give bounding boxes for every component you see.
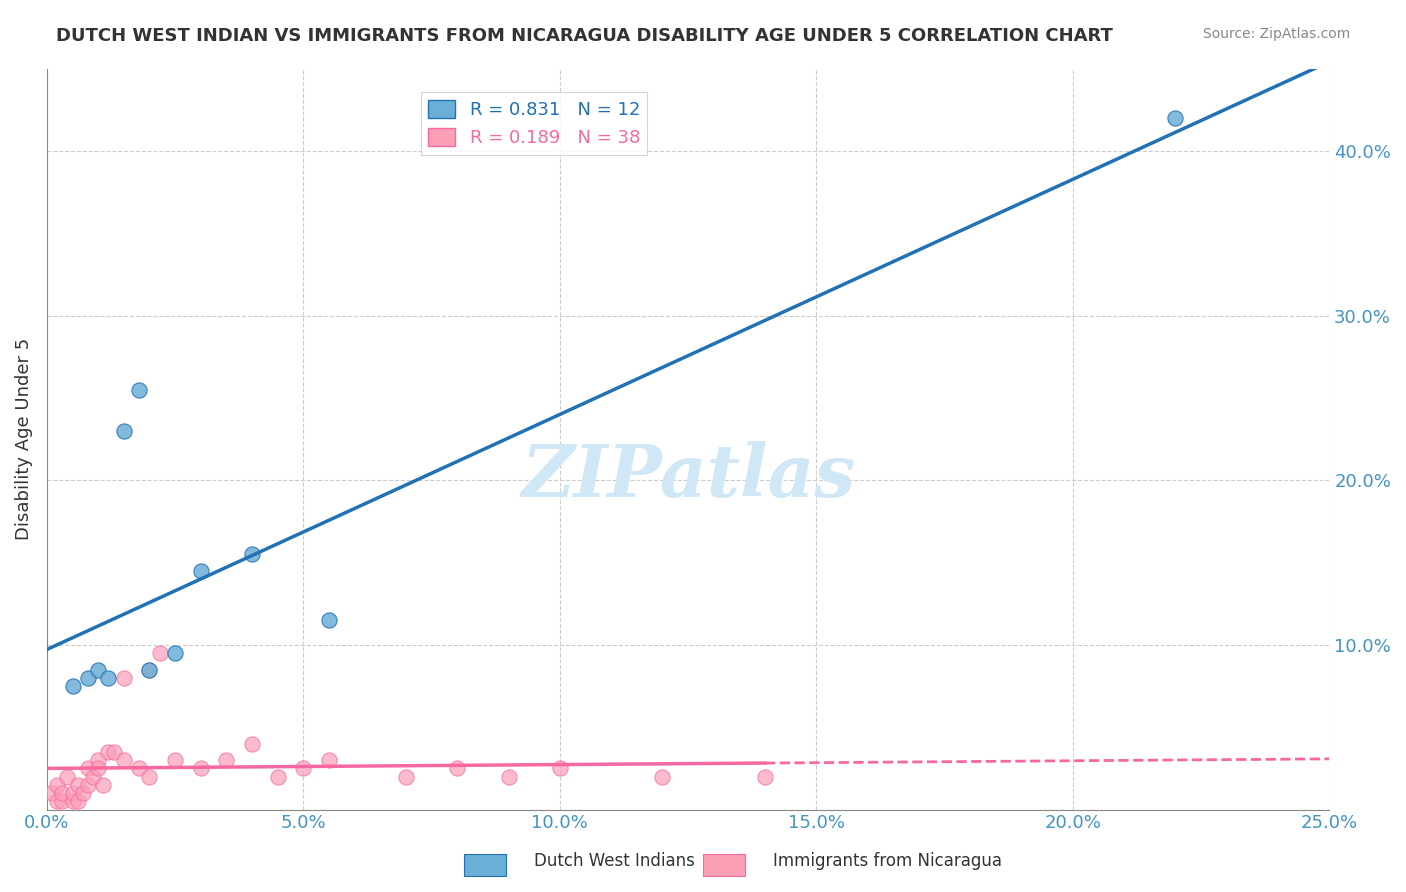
Legend: R = 0.831   N = 12, R = 0.189   N = 38: R = 0.831 N = 12, R = 0.189 N = 38 (420, 93, 647, 154)
Point (103, 745, 125, 759)
Point (318, 613, 340, 627)
Point (87, 753, 110, 767)
Point (548, 761, 571, 775)
Point (754, 770, 776, 784)
Text: Source: ZipAtlas.com: Source: ZipAtlas.com (1202, 27, 1350, 41)
Point (62, 786, 84, 800)
Point (149, 646, 172, 660)
Point (77, 778, 100, 792)
Point (66, 794, 89, 808)
Point (82, 770, 104, 784)
Point (165, 753, 187, 767)
Point (72, 786, 94, 800)
Point (651, 770, 673, 784)
Point (97, 745, 120, 759)
Point (112, 671, 135, 685)
Point (292, 761, 315, 775)
Text: DUTCH WEST INDIAN VS IMMIGRANTS FROM NICARAGUA DISABILITY AGE UNDER 5 CORRELATIO: DUTCH WEST INDIAN VS IMMIGRANTS FROM NIC… (56, 27, 1114, 45)
Point (190, 564, 212, 578)
Point (51, 794, 73, 808)
Point (240, 737, 263, 751)
Point (138, 663, 160, 677)
Point (395, 770, 418, 784)
Point (77, 761, 100, 775)
Text: ZIPatlas: ZIPatlas (522, 441, 855, 512)
Point (128, 761, 150, 775)
Point (51, 786, 73, 800)
Y-axis label: Disability Age Under 5: Disability Age Under 5 (15, 338, 32, 541)
Point (190, 761, 212, 775)
Point (267, 770, 290, 784)
Point (56, 770, 79, 784)
Point (318, 753, 340, 767)
Point (77, 671, 100, 685)
Point (446, 761, 468, 775)
Point (62, 679, 84, 693)
Point (91, 778, 114, 792)
Point (165, 646, 187, 660)
Point (112, 424, 135, 438)
Point (112, 753, 135, 767)
Text: Immigrants from Nicaragua: Immigrants from Nicaragua (773, 852, 1002, 870)
Point (62, 794, 84, 808)
Point (138, 770, 160, 784)
Point (215, 753, 238, 767)
Point (138, 663, 160, 677)
Point (41, 786, 63, 800)
Point (498, 770, 520, 784)
Text: Dutch West Indians: Dutch West Indians (534, 852, 695, 870)
Point (128, 383, 150, 397)
Point (1164, 111, 1187, 125)
Point (87, 761, 110, 775)
Point (240, 547, 263, 561)
Point (46, 778, 69, 792)
Point (66, 778, 89, 792)
Point (87, 663, 110, 677)
Point (46, 794, 69, 808)
Point (97, 671, 120, 685)
